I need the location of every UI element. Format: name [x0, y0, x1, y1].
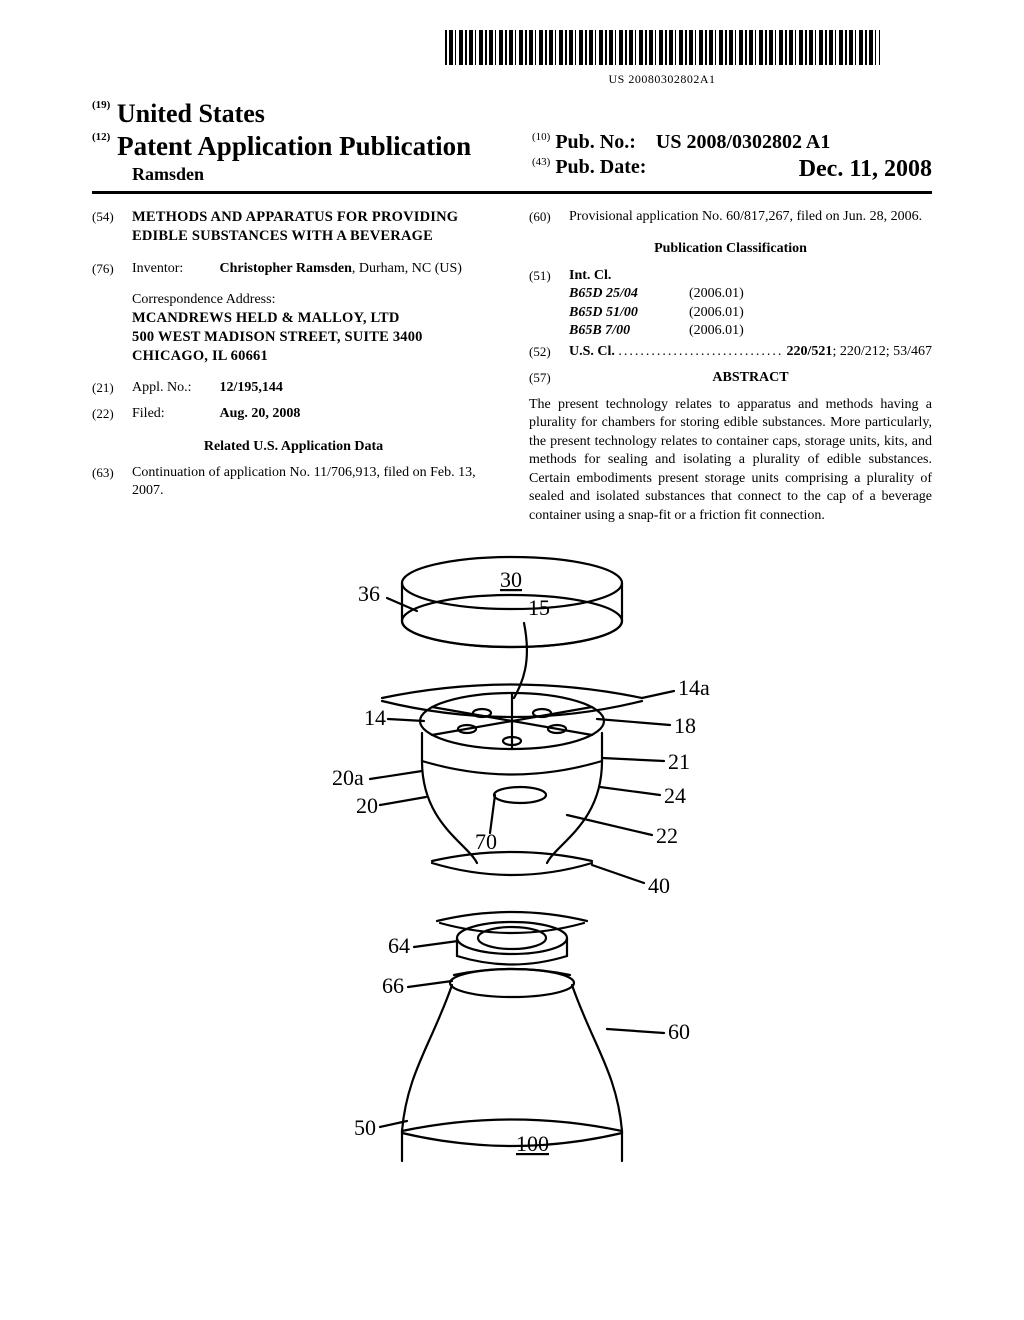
divider: [92, 191, 932, 194]
author: Ramsden: [132, 164, 532, 185]
fig-label-66: 66: [382, 973, 404, 998]
bib-columns: (54) METHODS AND APPARATUS FOR PROVIDING…: [92, 208, 932, 525]
uscl-num: (52): [529, 343, 569, 361]
title-num: (54): [92, 208, 132, 246]
field-inventor: (76) Inventor: Christopher Ramsden, Durh…: [92, 260, 495, 278]
filed-num: (22): [92, 405, 132, 423]
header-block: (19) United States (12) Patent Applicati…: [92, 97, 932, 185]
fig-label-64: 64: [388, 933, 410, 958]
corr-l2: 500 WEST MADISON STREET, SUITE 3400: [132, 328, 495, 347]
field-uscl: (52) U.S. Cl. ..........................…: [529, 343, 932, 361]
corr-l1: MCANDREWS HELD & MALLOY, LTD: [132, 309, 495, 328]
fig-label-24: 24: [664, 783, 686, 808]
pubdate-value: Dec. 11, 2008: [799, 156, 932, 183]
related-heading: Related U.S. Application Data: [92, 438, 495, 456]
cont-num: (63): [92, 464, 132, 501]
left-column: (54) METHODS AND APPARATUS FOR PROVIDING…: [92, 208, 495, 525]
corr-l3: CHICAGO, IL 60661: [132, 347, 495, 366]
uscl-rest: ; 220/212; 53/467: [832, 344, 932, 359]
pubno-num: (10): [532, 131, 550, 143]
pubno-value: US 2008/0302802 A1: [656, 131, 830, 153]
fig-label-21: 21: [668, 749, 690, 774]
barcode-area: US 20080302802A1: [392, 30, 932, 87]
applno-label: Appl. No.:: [132, 379, 216, 397]
fig-label-18: 18: [674, 713, 696, 738]
intcl-label: Int. Cl.: [569, 268, 611, 283]
field-provisional: (60) Provisional application No. 60/817,…: [529, 208, 932, 226]
fig-label-22: 22: [656, 823, 678, 848]
fig-label-15: 15: [528, 595, 550, 620]
intcl-row: B65D 25/04(2006.01): [569, 285, 932, 303]
pubno-label: Pub. No.:: [555, 131, 636, 153]
field-title: (54) METHODS AND APPARATUS FOR PROVIDING…: [92, 208, 495, 246]
field-filed: (22) Filed: Aug. 20, 2008: [92, 405, 495, 423]
abstract-num: (57): [529, 369, 569, 387]
corr-label: Correspondence Address:: [132, 291, 495, 309]
barcode: [445, 30, 880, 65]
correspondence-block: Correspondence Address: MCANDREWS HELD &…: [132, 291, 495, 367]
fig-label-50: 50: [354, 1115, 376, 1140]
field-applno: (21) Appl. No.: 12/195,144: [92, 379, 495, 397]
fig-label-36: 36: [358, 581, 380, 606]
uscl-bold: 220/521: [787, 344, 833, 359]
applno-num: (21): [92, 379, 132, 397]
inventor-label: Inventor:: [132, 260, 216, 278]
prov-text: Provisional application No. 60/817,267, …: [569, 208, 932, 226]
abstract-text: The present technology relates to appara…: [529, 396, 932, 525]
patent-page: US 20080302802A1 (19) United States (12)…: [0, 0, 1024, 1218]
field-intcl: (51) Int. Cl. B65D 25/04(2006.01)B65D 51…: [529, 267, 932, 341]
right-column: (60) Provisional application No. 60/817,…: [529, 208, 932, 525]
patent-figure: 30 36 15 14a 14 18 20a 21 20 24 70 22 40…: [92, 543, 932, 1188]
fig-label-70: 70: [475, 829, 497, 854]
fig-label-14a: 14a: [678, 675, 710, 700]
prov-num: (60): [529, 208, 569, 226]
field-continuation: (63) Continuation of application No. 11/…: [92, 464, 495, 501]
fig-label-20a: 20a: [332, 765, 364, 790]
pubdate-label: Pub. Date:: [555, 156, 646, 178]
country-num: (19): [92, 99, 110, 111]
intcl-num: (51): [529, 267, 569, 341]
inventor-loc: , Durham, NC (US): [352, 261, 462, 276]
header-left: (19) United States (12) Patent Applicati…: [92, 97, 532, 185]
fig-label-40: 40: [648, 873, 670, 898]
fig-label-30: 30: [500, 567, 522, 592]
intcl-row: B65D 51/00(2006.01): [569, 304, 932, 322]
fig-label-14: 14: [364, 705, 386, 730]
header-right: (10) Pub. No.: US 2008/0302802 A1 (43) P…: [532, 129, 932, 185]
filed-value: Aug. 20, 2008: [220, 406, 301, 421]
pubdate-num: (43): [532, 156, 550, 168]
invention-title: METHODS AND APPARATUS FOR PROVIDING EDIB…: [132, 208, 495, 246]
abstract-label: ABSTRACT: [712, 370, 788, 385]
filed-label: Filed:: [132, 405, 216, 423]
figure-svg: 30 36 15 14a 14 18 20a 21 20 24 70 22 40…: [272, 543, 752, 1183]
intcl-rows: B65D 25/04(2006.01)B65D 51/00(2006.01)B6…: [569, 285, 932, 340]
doctype: Patent Application Publication: [117, 131, 471, 161]
intcl-row: B65B 7/00(2006.01): [569, 322, 932, 340]
field-abstract-head: (57) ABSTRACT: [529, 369, 932, 387]
fig-label-20: 20: [356, 793, 378, 818]
fig-label-100: 100: [516, 1131, 549, 1156]
barcode-text: US 20080302802A1: [392, 72, 932, 87]
cont-text: Continuation of application No. 11/706,9…: [132, 464, 495, 501]
inventor-name: Christopher Ramsden: [220, 261, 352, 276]
inventor-num: (76): [92, 260, 132, 278]
uscl-dots: ........................................…: [618, 343, 783, 361]
country: United States: [117, 99, 265, 128]
applno-value: 12/195,144: [220, 380, 283, 395]
doctype-num: (12): [92, 131, 110, 143]
uscl-label: U.S. Cl.: [569, 343, 615, 361]
fig-label-60: 60: [668, 1019, 690, 1044]
class-heading: Publication Classification: [529, 240, 932, 258]
